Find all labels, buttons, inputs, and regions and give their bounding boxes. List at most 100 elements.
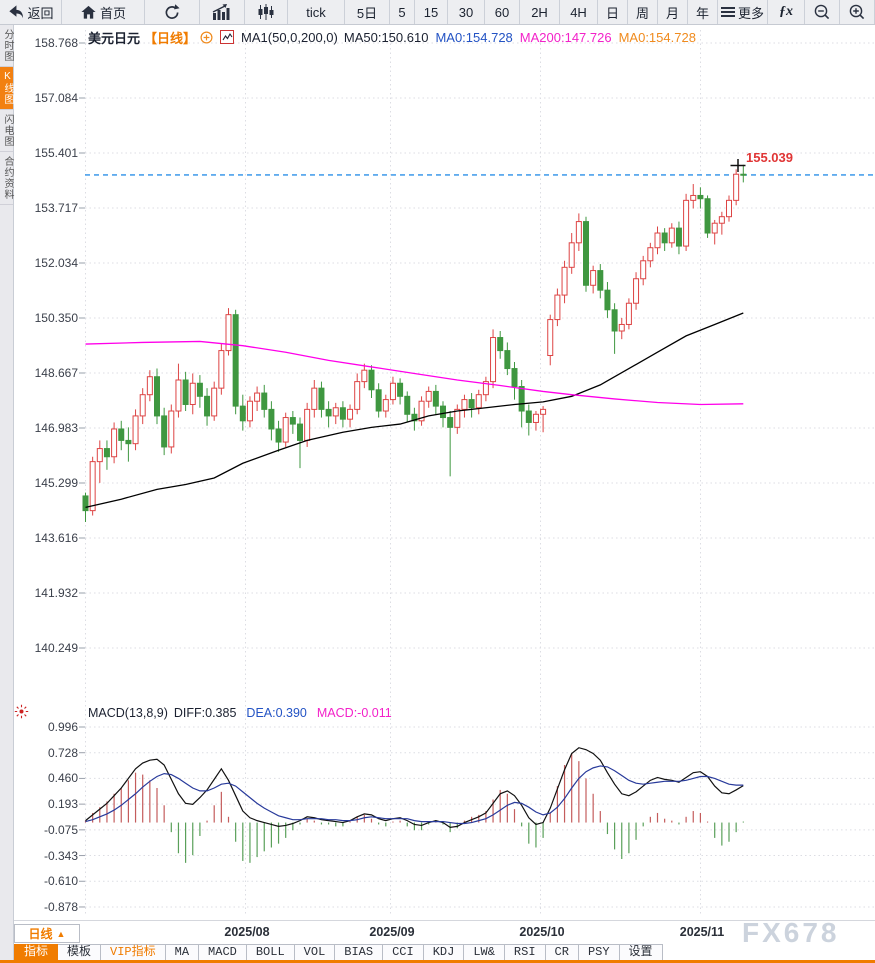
toolbar-button-label: 日 <box>605 5 619 21</box>
home-icon <box>80 4 97 20</box>
sidebar-tab-contract-info[interactable]: 合约资料 <box>0 152 13 205</box>
indicator-tab-settings[interactable]: 设置 <box>619 944 663 961</box>
toolbar-button-label: ƒx <box>779 4 793 19</box>
bar-chart-icon <box>212 4 232 20</box>
candlestick-icon <box>257 4 275 20</box>
period-label: 【日线】 <box>144 30 197 46</box>
toolbar-button-label: 月 <box>665 5 679 21</box>
toolbar-button-refresh[interactable] <box>145 0 200 24</box>
toolbar-button-year[interactable]: 年 <box>688 0 718 24</box>
indicator-tab-macd[interactable]: MACD <box>199 944 247 961</box>
indicator-tab-cci[interactable]: CCI <box>383 944 424 961</box>
top-toolbar: 返回 首页 tick 5日 5 15 30 60 2H 4H 日周月年 更多 ƒx <box>0 0 875 25</box>
back-icon <box>7 4 24 20</box>
price-axis-label: 150.350 <box>34 311 78 325</box>
indicator-sun-icon[interactable] <box>14 704 29 724</box>
price-axis-label: 157.084 <box>34 91 78 105</box>
toolbar-button-zoom-out[interactable] <box>805 0 840 24</box>
macd-macd-value: MACD:-0.011 <box>316 705 392 720</box>
toolbar-button-label: 4H <box>570 4 587 20</box>
indicator-tab-kdj[interactable]: KDJ <box>423 944 465 961</box>
toolbar-button-label: 首页 <box>99 5 126 21</box>
date-axis-label: 2025/11 <box>679 925 725 939</box>
indicator-tab-rsi[interactable]: RSI <box>504 944 546 961</box>
macd-axis-label: 0.460 <box>47 771 78 786</box>
sidebar-tab-time-share[interactable]: 分时图 <box>0 25 13 67</box>
toolbar-button-fx[interactable]: ƒx <box>768 0 805 24</box>
macd-axis-label: 0.193 <box>47 797 78 812</box>
price-axis-label: 145.299 <box>34 476 78 490</box>
toolbar-button-30m[interactable]: 30 <box>448 0 485 24</box>
indicator-tab-boll[interactable]: BOLL <box>246 944 295 961</box>
zoom-out-icon <box>813 3 831 21</box>
indicator-tab-bar: 指标 模板 VIP指标 MA MACD BOLL VOL BIAS CCI KDJ LW& RSI CR… <box>14 944 875 961</box>
toolbar-button-week[interactable]: 周 <box>628 0 658 24</box>
sidebar-tab-kline[interactable]: K线图 <box>0 67 13 110</box>
toolbar-button-home[interactable]: 首页 <box>62 0 145 24</box>
price-axis-label: 143.616 <box>34 531 78 545</box>
current-price-label: 155.039 <box>746 150 793 165</box>
toolbar-button-day[interactable]: 日 <box>598 0 628 24</box>
macd-header: MACD(13,8,9) DIFF:0.385 DEA:0.390 MACD:-… <box>88 705 392 720</box>
toolbar-button-tick[interactable]: tick <box>288 0 345 24</box>
toolbar-button-label: 返回 <box>27 5 54 21</box>
refresh-icon <box>163 3 181 21</box>
chart-header: 美元日元 【日线】 MA1(50,0,200,0) MA50:150.610 M… <box>88 29 696 46</box>
toolbar-button-label: 60 <box>494 4 510 20</box>
ma0-value-orange: MA0:154.728 <box>618 29 696 45</box>
toolbar-button-label: 5日 <box>356 5 378 21</box>
date-axis-label: 2025/08 <box>224 925 270 939</box>
toolbar-button-60m[interactable]: 60 <box>485 0 520 24</box>
toolbar-button-back[interactable]: 返回 <box>0 0 62 24</box>
indicator-tab-templates[interactable]: 模板 <box>58 944 102 961</box>
toolbar-button-5d[interactable]: 5日 <box>345 0 390 24</box>
toolbar-button-4h[interactable]: 4H <box>560 0 598 24</box>
indicator-tab-vol[interactable]: VOL <box>294 944 336 961</box>
indicator-tab-bias[interactable]: BIAS <box>335 944 384 961</box>
macd-axis-label: 0.728 <box>47 745 78 760</box>
toolbar-button-more[interactable]: 更多 <box>718 0 768 24</box>
macd-axis-label: -0.878 <box>43 899 78 914</box>
toolbar-button-candlestick[interactable] <box>245 0 288 24</box>
toolbar-button-5m[interactable]: 5 <box>390 0 415 24</box>
toolbar-button-label: 年 <box>695 5 709 21</box>
macd-axis-label: -0.075 <box>43 822 78 837</box>
watermark: FX678 <box>742 917 840 948</box>
indicator-tab-indicators[interactable]: 指标 <box>14 944 59 961</box>
price-axis-label: 140.249 <box>34 641 78 655</box>
price-axis-label: 152.034 <box>34 256 78 270</box>
price-axis-label: 148.667 <box>34 366 78 380</box>
symbol-name: 美元日元 <box>88 30 141 46</box>
price-axis-label: 141.932 <box>34 586 78 600</box>
price-axis-label: 146.983 <box>34 421 78 435</box>
ma50-value: MA50:150.610 <box>343 29 429 45</box>
period-selector[interactable]: 日线 ▲ <box>14 924 80 943</box>
indicator-tab-ma[interactable]: MA <box>165 944 200 961</box>
zoom-in-icon <box>848 3 866 21</box>
ma0-value-blue: MA0:154.728 <box>435 29 513 45</box>
toolbar-button-bar-chart[interactable] <box>200 0 245 24</box>
date-axis: FX678 2025/08 2025/09 2025/10 2025/11 <box>14 917 875 948</box>
indicator-tab-cr[interactable]: CR <box>545 944 579 961</box>
macd-diff-value: DIFF:0.385 <box>173 705 237 720</box>
toolbar-button-15m[interactable]: 15 <box>415 0 448 24</box>
add-circle-icon[interactable] <box>200 30 213 44</box>
ma-indicator-icon[interactable] <box>220 30 235 44</box>
toolbar-button-label: 2H <box>531 4 548 20</box>
macd-axis-label: -0.343 <box>43 848 78 863</box>
sidebar-tab-lightning[interactable]: 闪电图 <box>0 110 13 152</box>
macd-axis-label: -0.610 <box>43 874 78 889</box>
price-axis-label: 155.401 <box>34 146 78 160</box>
toolbar-button-2h[interactable]: 2H <box>520 0 560 24</box>
toolbar-button-month[interactable]: 月 <box>658 0 688 24</box>
toolbar-button-label: 5 <box>398 4 406 20</box>
macd-dea-value: DEA:0.390 <box>246 705 307 720</box>
bottom-accent-bar <box>0 960 875 963</box>
indicator-tab-lw[interactable]: LW& <box>464 944 505 961</box>
toolbar-button-zoom-in[interactable] <box>840 0 875 24</box>
date-axis-label: 2025/09 <box>369 925 415 939</box>
indicator-tab-vip-indicators[interactable]: VIP指标 <box>101 944 166 961</box>
indicator-tab-psy[interactable]: PSY <box>578 944 620 961</box>
